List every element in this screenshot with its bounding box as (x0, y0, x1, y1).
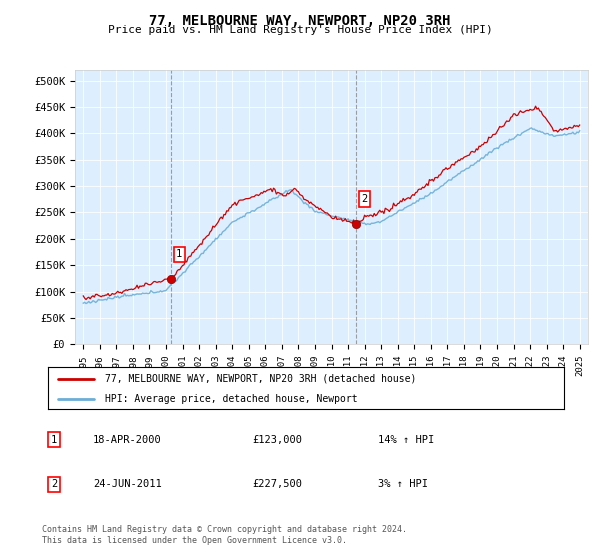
Text: Price paid vs. HM Land Registry's House Price Index (HPI): Price paid vs. HM Land Registry's House … (107, 25, 493, 35)
Text: 24-JUN-2011: 24-JUN-2011 (93, 479, 162, 489)
Text: 1: 1 (176, 249, 182, 259)
Text: Contains HM Land Registry data © Crown copyright and database right 2024.
This d: Contains HM Land Registry data © Crown c… (42, 525, 407, 545)
Text: 14% ↑ HPI: 14% ↑ HPI (378, 435, 434, 445)
Text: 2: 2 (51, 479, 57, 489)
Text: 18-APR-2000: 18-APR-2000 (93, 435, 162, 445)
Text: 1: 1 (51, 435, 57, 445)
Text: 77, MELBOURNE WAY, NEWPORT, NP20 3RH: 77, MELBOURNE WAY, NEWPORT, NP20 3RH (149, 14, 451, 28)
Text: 77, MELBOURNE WAY, NEWPORT, NP20 3RH (detached house): 77, MELBOURNE WAY, NEWPORT, NP20 3RH (de… (105, 374, 416, 384)
Text: £123,000: £123,000 (252, 435, 302, 445)
Text: HPI: Average price, detached house, Newport: HPI: Average price, detached house, Newp… (105, 394, 358, 404)
Text: 3% ↑ HPI: 3% ↑ HPI (378, 479, 428, 489)
Text: £227,500: £227,500 (252, 479, 302, 489)
Text: 2: 2 (361, 194, 368, 204)
